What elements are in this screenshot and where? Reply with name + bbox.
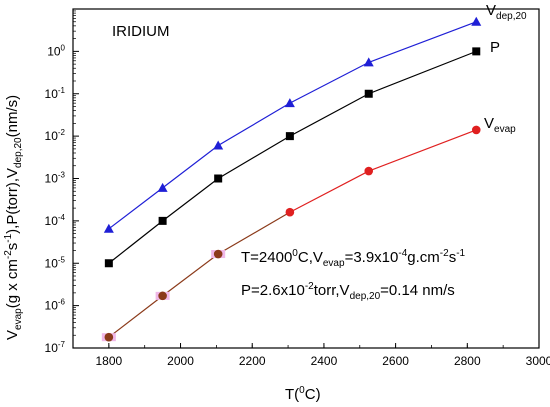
x-axis-title: T(0C) (285, 385, 321, 403)
y-tick-label: 10-4 (45, 213, 66, 228)
data-point-triangle (103, 223, 114, 233)
x-tick-label: 2400 (311, 354, 338, 368)
data-point-circle (104, 332, 114, 342)
annotation-line-1: T=24000C,Vevap=3.9x10-4g.cm-2s-1 (241, 248, 466, 269)
x-tick-label: 2600 (382, 354, 409, 368)
x-tick-label: 1800 (95, 354, 122, 368)
series-label-p: P (490, 39, 500, 56)
y-axis-title: Vevap(g x cm-2s-1),P(torr),Vdep,20(nm/s) (3, 95, 24, 340)
series-line (108, 21, 477, 230)
data-point-square (472, 47, 481, 56)
y-tick-label: 10-7 (45, 340, 66, 355)
data-point-triangle (157, 182, 168, 192)
data-point-triangle (284, 98, 295, 108)
data-point-circle (213, 249, 223, 259)
data-point-square (364, 89, 373, 98)
x-tick-label: 2000 (167, 354, 194, 368)
series-label-vevap: Vevap (484, 115, 516, 135)
series-layer (101, 16, 482, 342)
series-line-segment (368, 129, 477, 172)
data-point-triangle (213, 140, 224, 150)
data-point-circle (471, 125, 481, 135)
y-tick-label: 10-6 (45, 298, 66, 313)
y-tick-label: 10-3 (45, 171, 66, 186)
y-tick-label: 10-1 (45, 86, 66, 101)
data-point-square (285, 132, 294, 141)
annotation-line-2: P=2.6x10-2torr,Vdep,20=0.14 nm/s (241, 281, 455, 302)
y-tick-label: 10-2 (45, 128, 66, 143)
data-point-triangle (363, 57, 374, 67)
x-axis-ticks: 1800 2000 2200 2400 2600 2800 3000 (72, 343, 550, 368)
x-tick-label: 2200 (239, 354, 266, 368)
data-point-circle (285, 207, 295, 217)
series-line-segment (162, 253, 219, 297)
x-tick-label: 2800 (454, 354, 481, 368)
series-label-vdep: Vdep,20 (486, 2, 527, 22)
chart-title: IRIDIUM (112, 23, 170, 40)
data-point-triangle (471, 16, 482, 26)
x-tick-label: 3000 (526, 354, 550, 368)
series-line-segment (217, 211, 291, 255)
y-tick-label: 10-5 (45, 255, 66, 270)
data-point-square (104, 259, 113, 268)
series-line-segment (108, 295, 163, 338)
series-line-segment (289, 170, 370, 213)
data-point-circle (158, 291, 167, 301)
data-point-circle (364, 166, 374, 176)
y-tick-label: 100 (47, 43, 65, 58)
series-line (108, 50, 477, 264)
data-point-square (158, 216, 167, 225)
y-axis-ticks: 10-7 10-6 10-5 10-4 10-3 10-2 10-1 100 (45, 10, 79, 355)
data-point-square (214, 174, 223, 183)
plot-frame (72, 8, 540, 349)
